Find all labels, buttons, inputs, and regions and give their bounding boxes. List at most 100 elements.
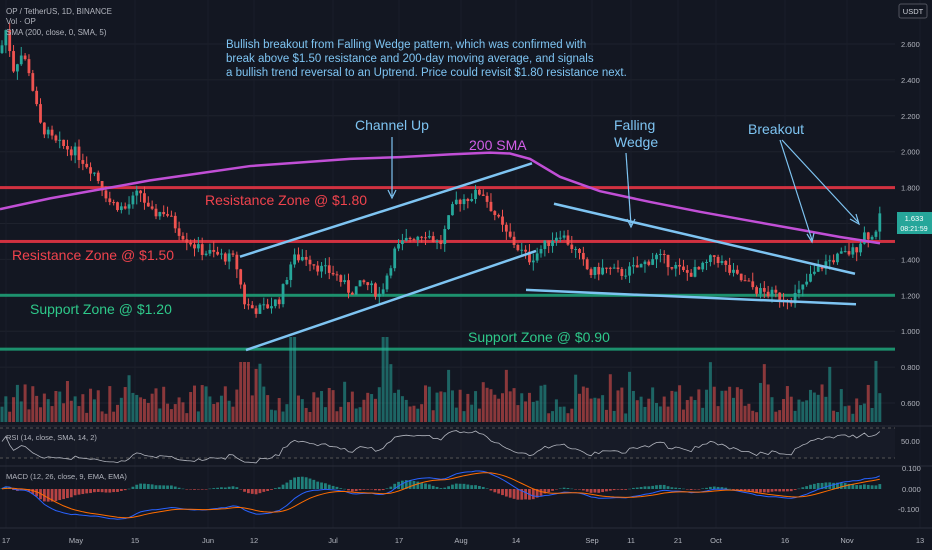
candle-body (624, 275, 628, 277)
volume-bar (655, 402, 658, 422)
volume-bar (204, 386, 208, 422)
volume-bar (100, 411, 104, 422)
volume-bar (439, 391, 443, 422)
macd-histogram-bar (470, 485, 474, 489)
macd-histogram-bar (793, 489, 797, 490)
candle-body (170, 215, 173, 217)
macd-histogram-bar (481, 486, 485, 489)
macd-signal-line (1, 472, 880, 519)
candle-body (347, 280, 350, 293)
candle-body (374, 283, 377, 297)
candle-body (485, 195, 489, 202)
macd-histogram-bar (401, 480, 404, 489)
volume-bar (435, 392, 439, 422)
macd-histogram-bar (705, 487, 708, 489)
macd-histogram-bar (208, 488, 212, 490)
candle-body (647, 261, 651, 265)
macd-histogram-bar (239, 489, 243, 490)
volume-bar (81, 394, 85, 422)
volume-bar (651, 387, 655, 422)
volume-bar (273, 410, 277, 422)
volume-bar (416, 408, 420, 422)
candle-body (316, 265, 320, 272)
macd-histogram-bar (836, 482, 839, 489)
volume-bar (816, 394, 820, 422)
candle-body (69, 149, 73, 156)
volume-bar (874, 360, 878, 422)
macd-histogram-bar (716, 486, 720, 489)
candle-body (697, 266, 701, 270)
candle-body (166, 214, 169, 216)
volume-bar (597, 398, 601, 422)
resistance-150-label: Resistance Zone @ $1.50 (12, 247, 174, 263)
candle-body (728, 264, 732, 273)
candle-body (327, 265, 331, 273)
candle-body (96, 172, 100, 182)
volume-bar (339, 406, 343, 422)
volume-bar (196, 411, 200, 422)
candle-body (308, 259, 312, 265)
rsi-tick: 50.00 (901, 437, 920, 446)
volume-bar (227, 400, 231, 422)
volume-bar (516, 405, 520, 422)
currency-badge[interactable] (898, 3, 928, 19)
volume-bar (809, 389, 812, 422)
volume-bar (574, 374, 578, 422)
sma-line (0, 151, 881, 245)
volume-bar (223, 386, 227, 422)
macd-histogram-bar (474, 485, 477, 489)
candle-body (851, 247, 855, 255)
macd-histogram-bar (243, 489, 246, 492)
volume-bar (154, 388, 158, 422)
macd-histogram-bar (531, 489, 535, 500)
macd-histogram-bar (123, 489, 127, 491)
horizontal-levels (0, 186, 895, 351)
candle-body (751, 281, 755, 288)
macd-histogram-bar (462, 483, 466, 489)
macd-histogram-bar (196, 489, 200, 490)
candle-body (193, 244, 196, 249)
macd-histogram-bar (343, 488, 347, 490)
macd-histogram-bar (50, 489, 54, 502)
macd-histogram-bar (439, 488, 443, 489)
macd-histogram-bar (728, 488, 732, 490)
macd-histogram-bar (585, 489, 589, 492)
volume-bar (393, 392, 397, 422)
macd-histogram-bar (578, 489, 581, 490)
volume-bar (774, 411, 778, 422)
candle-body (58, 139, 62, 141)
volume-bar (362, 399, 366, 422)
level-line (0, 347, 895, 351)
macd-histogram-bar (520, 489, 524, 500)
currency-badge-label[interactable]: USDT (903, 7, 924, 16)
price-tick: 1.400 (901, 255, 920, 264)
candle-body (458, 199, 462, 205)
volume-bar (635, 400, 639, 422)
volume-bar (805, 400, 809, 422)
price-axis: 2.6002.4002.2002.0001.8001.6001.4001.200… (898, 40, 921, 514)
volume-bar (758, 382, 762, 422)
macd-histogram-bar (628, 488, 631, 490)
macd-histogram-bar (254, 489, 258, 495)
volume-bar (797, 399, 801, 422)
volume-bar (250, 395, 254, 422)
candle-body (474, 189, 477, 200)
candle-body (443, 229, 447, 245)
volume-bar (747, 403, 751, 422)
volume-bar (327, 387, 331, 422)
volume-bar (15, 384, 19, 422)
macd-histogram-bar (235, 487, 239, 489)
volume-bar (127, 375, 131, 422)
volume-bar (697, 389, 701, 422)
candle-body (135, 190, 139, 196)
volume-bar (104, 413, 108, 422)
volume-bar (266, 395, 270, 422)
macd-histogram-bar (535, 489, 539, 498)
volume-bar (789, 396, 793, 422)
macd-histogram-bar (200, 489, 204, 490)
macd-histogram-bar (389, 486, 393, 489)
candle-body (381, 289, 385, 294)
candle-body (354, 286, 358, 295)
volume-bar (454, 407, 458, 422)
annotation-line-1: Bullish breakout from Falling Wedge patt… (226, 39, 586, 51)
